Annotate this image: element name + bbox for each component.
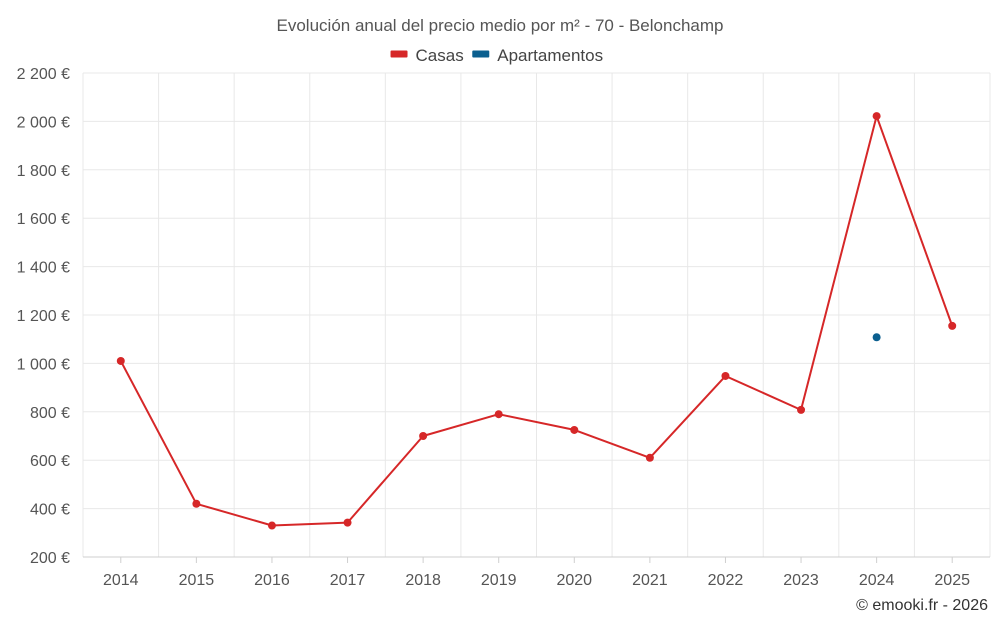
y-tick-label: 200 €	[30, 550, 70, 567]
legend: Casas Apartamentos	[390, 46, 603, 65]
data-point-casas	[872, 112, 881, 121]
x-tick-label: 2022	[708, 572, 744, 589]
data-point-casas	[192, 499, 201, 508]
axes: 200 € 400 € 600 € 800 € 1 000 € 1 200 € 1 400 …	[17, 66, 990, 589]
x-tick-label: 2014	[103, 572, 139, 589]
data-point-casas	[645, 453, 654, 462]
data-point-casas	[948, 321, 957, 330]
y-tick-label: 2 200 €	[17, 66, 70, 83]
legend-label: Apartamentos	[497, 46, 603, 65]
y-tick-label: 1 800 €	[17, 163, 70, 180]
x-tick-label: 2021	[632, 572, 668, 589]
data-point-apartamentos	[872, 333, 881, 342]
y-tick-label: 800 €	[30, 405, 70, 422]
x-tick-label: 2016	[254, 572, 290, 589]
legend-item-apartamentos[interactable]: Apartamentos	[472, 46, 603, 65]
y-tick-label: 1 400 €	[17, 260, 70, 277]
x-tick-label: 2018	[405, 572, 441, 589]
legend-item-casas[interactable]: Casas	[390, 46, 464, 65]
data-point-casas	[494, 410, 503, 419]
y-tick-label: 2 000 €	[17, 114, 70, 131]
credit-text: © emooki.fr - 2026	[856, 597, 988, 614]
y-tick-label: 1 600 €	[17, 211, 70, 228]
x-tick-label: 2020	[556, 572, 592, 589]
x-tick-label: 2019	[481, 572, 517, 589]
x-tick-label: 2017	[330, 572, 366, 589]
legend-label: Casas	[416, 46, 464, 65]
x-tick-label: 2023	[783, 572, 819, 589]
y-tick-label: 600 €	[30, 453, 70, 470]
y-tick-label: 400 €	[30, 502, 70, 519]
legend-swatch	[472, 50, 490, 58]
data-point-casas	[570, 425, 579, 434]
x-tick-label: 2015	[179, 572, 215, 589]
series-layer	[116, 112, 957, 530]
series-line-casas	[119, 115, 954, 527]
data-point-casas	[797, 405, 806, 414]
x-tick-label: 2024	[859, 572, 895, 589]
grid	[82, 72, 991, 557]
x-tick-label: 2025	[934, 572, 970, 589]
data-point-casas	[267, 521, 276, 530]
legend-swatch	[390, 50, 408, 58]
data-point-casas	[721, 371, 730, 380]
y-tick-label: 1 200 €	[17, 308, 70, 325]
chart-title: Evolución anual del precio medio por m² …	[277, 16, 724, 35]
series-casas	[116, 112, 957, 530]
data-point-casas	[343, 518, 352, 527]
y-tick-label: 1 000 €	[17, 356, 70, 373]
data-point-casas	[116, 356, 125, 365]
data-point-casas	[419, 432, 428, 440]
series-apartamentos	[872, 333, 881, 342]
